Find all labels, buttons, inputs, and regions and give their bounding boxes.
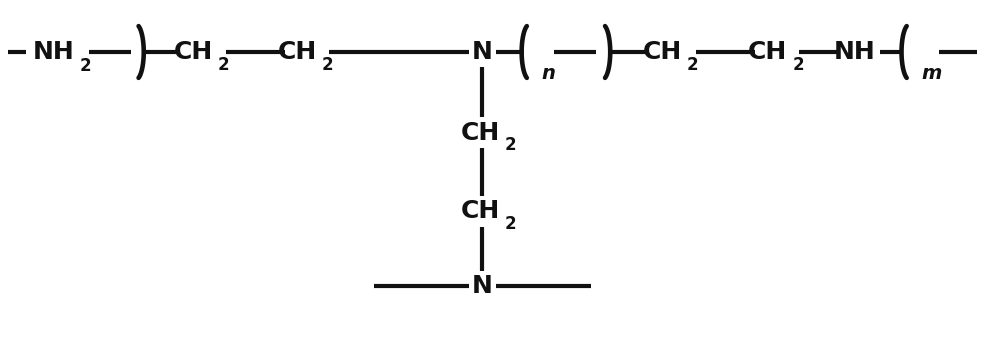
Text: CH: CH (278, 40, 317, 64)
Text: 2: 2 (505, 215, 517, 233)
Text: CH: CH (173, 40, 213, 64)
Text: 2: 2 (80, 57, 91, 75)
Text: CH: CH (461, 121, 500, 145)
Text: m: m (921, 64, 942, 83)
Text: CH: CH (748, 40, 787, 64)
Text: 2: 2 (218, 56, 229, 74)
Text: NH: NH (833, 40, 875, 64)
Text: 2: 2 (505, 136, 517, 154)
Text: n: n (541, 64, 555, 83)
Text: CH: CH (461, 199, 500, 223)
Text: 2: 2 (687, 56, 699, 74)
Text: 2: 2 (792, 56, 804, 74)
Text: NH: NH (32, 40, 74, 64)
Text: 2: 2 (322, 56, 333, 74)
Text: CH: CH (643, 40, 682, 64)
Text: N: N (472, 274, 493, 298)
Text: N: N (472, 40, 493, 64)
